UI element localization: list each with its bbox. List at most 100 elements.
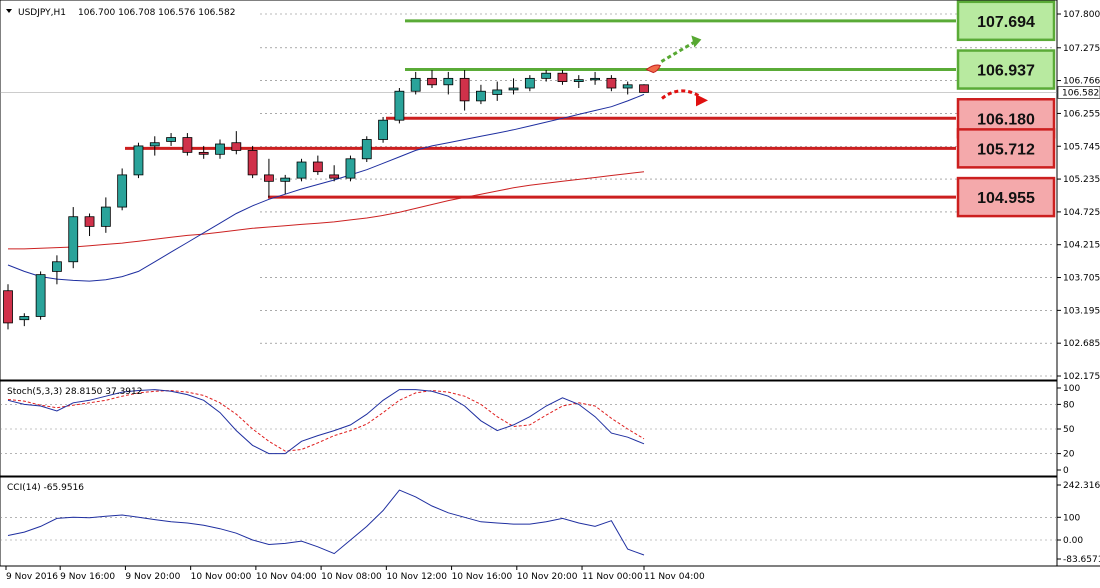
bull-candle-body <box>296 161 307 179</box>
bear-candle-body <box>639 84 649 93</box>
x-tick-label: 10 Nov 08:00 <box>321 572 382 582</box>
y-tick-label: 107.800 <box>1063 10 1100 20</box>
bull-candle-body <box>492 89 503 95</box>
x-tick-label: 9 Nov 20:00 <box>125 572 180 582</box>
bull-candle-body <box>378 119 388 140</box>
candle <box>427 69 437 89</box>
y-tick-label: 103.705 <box>1063 274 1100 284</box>
candle <box>459 69 470 111</box>
bear-candle-body <box>3 290 13 324</box>
bull-candle-body <box>35 274 46 317</box>
bull-candle-body <box>524 77 535 89</box>
candle <box>524 75 535 92</box>
bear-candle-body <box>557 72 568 82</box>
bull-candle-body <box>133 145 144 176</box>
candle <box>378 116 388 143</box>
bull-candle-body <box>215 143 225 155</box>
cci-label: CCI(14) -65.9516 <box>7 483 84 493</box>
bull-candle-body <box>52 261 62 272</box>
candle <box>508 78 519 95</box>
bear-candle-body <box>84 216 95 227</box>
candle <box>84 213 95 237</box>
candle <box>264 158 274 198</box>
level-box: 106.937 <box>956 49 1056 90</box>
level-box: 107.694 <box>956 0 1056 42</box>
bear-candle-body <box>198 151 209 155</box>
stoch-label: Stoch(5,3,3) 28.8150 37.3912 <box>7 387 142 397</box>
x-tick-label: 10 Nov 12:00 <box>386 572 447 582</box>
candle <box>52 255 62 285</box>
level-box: 105.712 <box>956 128 1056 169</box>
candle <box>606 75 617 92</box>
level-box-label: 105.712 <box>977 141 1035 158</box>
candle <box>280 174 291 195</box>
cci-panel <box>0 476 1058 567</box>
bull-candle-body <box>280 177 291 182</box>
ma-slow-line <box>8 171 645 250</box>
candle <box>117 168 128 211</box>
y-tick-label: 104.215 <box>1063 241 1100 251</box>
candle <box>345 155 356 182</box>
bear-candle-body <box>182 137 193 153</box>
level-box-label: 107.694 <box>977 14 1035 31</box>
current-price-box <box>1057 86 1100 99</box>
x-tick-label: 10 Nov 04:00 <box>256 572 317 582</box>
x-tick-label: 11 Nov 00:00 <box>582 572 643 582</box>
candle <box>312 155 323 175</box>
y-tick-label: 105.745 <box>1063 142 1100 152</box>
y-tick-label: 105.235 <box>1063 175 1100 185</box>
level-box-label: 106.180 <box>977 111 1035 128</box>
y-tick-label: 103.195 <box>1063 306 1100 316</box>
candle <box>541 69 552 82</box>
bull-candle-body <box>508 87 519 91</box>
bull-candle-body <box>166 137 176 142</box>
dropdown-icon[interactable] <box>6 9 12 13</box>
x-tick-label: 9 Nov 16:00 <box>60 572 115 582</box>
candle <box>166 133 176 146</box>
level-box: 104.955 <box>956 176 1056 218</box>
cci-indicator <box>7 489 645 556</box>
y-tick-label: 102.175 <box>1063 372 1100 382</box>
current-price-label: 106.582 <box>1062 88 1099 98</box>
bull-candle-body <box>410 77 421 92</box>
bear-candle-body <box>312 161 323 173</box>
candle <box>639 84 649 93</box>
y-tick-label: 104.725 <box>1063 208 1100 218</box>
direction-arrows <box>645 35 708 107</box>
bull-candle-body <box>573 79 584 82</box>
level-box-bg <box>956 49 1056 90</box>
candlesticks <box>3 69 649 330</box>
candle <box>247 145 258 179</box>
moving-averages <box>7 93 645 282</box>
bull-candle-body <box>117 174 128 208</box>
x-tick-label: 10 Nov 00:00 <box>191 572 252 582</box>
candle <box>198 145 209 159</box>
candle <box>296 158 307 182</box>
candle <box>557 69 568 85</box>
up-arrow-head-icon <box>691 35 702 48</box>
candle <box>19 313 30 327</box>
candle <box>329 165 340 182</box>
stoch-main-line <box>7 389 645 455</box>
level-box-bg <box>956 0 1056 42</box>
bull-candle-body <box>443 77 454 86</box>
stoch-y-tick-label: 100 <box>1063 384 1080 394</box>
stoch-panel <box>0 380 1058 477</box>
bear-candle-body <box>231 142 242 151</box>
ohlc-label: 106.700 106.708 106.576 106.582 <box>78 8 235 18</box>
stoch-y-tick-label: 80 <box>1063 400 1075 410</box>
bear-candle-body <box>264 174 274 182</box>
bear-candle-body <box>459 77 470 102</box>
candle <box>133 142 144 179</box>
candle <box>3 284 13 330</box>
y-tick-label: 106.255 <box>1063 109 1100 119</box>
x-tick-label: 11 Nov 04:00 <box>644 572 705 582</box>
stochastic-indicator <box>7 389 645 455</box>
support-resistance-levels <box>0 19 1057 199</box>
bull-candle-body <box>541 72 552 79</box>
main-panel <box>0 0 1058 381</box>
candle <box>394 88 405 124</box>
candle <box>149 136 160 156</box>
breakout-star-icon <box>645 64 662 74</box>
